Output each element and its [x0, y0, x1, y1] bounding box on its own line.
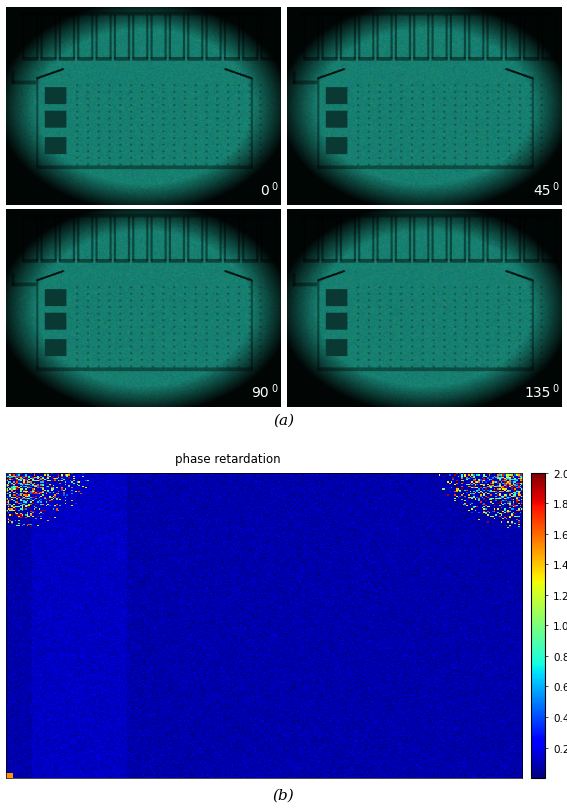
- Text: 0: 0: [260, 184, 269, 198]
- Text: 45: 45: [533, 184, 551, 198]
- Text: 90: 90: [252, 385, 269, 399]
- Text: (a): (a): [273, 413, 294, 427]
- Text: 0: 0: [552, 182, 558, 192]
- Text: 0: 0: [271, 182, 277, 192]
- Text: 0: 0: [271, 384, 277, 393]
- Text: 0: 0: [552, 384, 558, 393]
- Text: 135: 135: [524, 385, 551, 399]
- Text: phase retardation: phase retardation: [175, 453, 281, 466]
- Text: (b): (b): [273, 787, 294, 801]
